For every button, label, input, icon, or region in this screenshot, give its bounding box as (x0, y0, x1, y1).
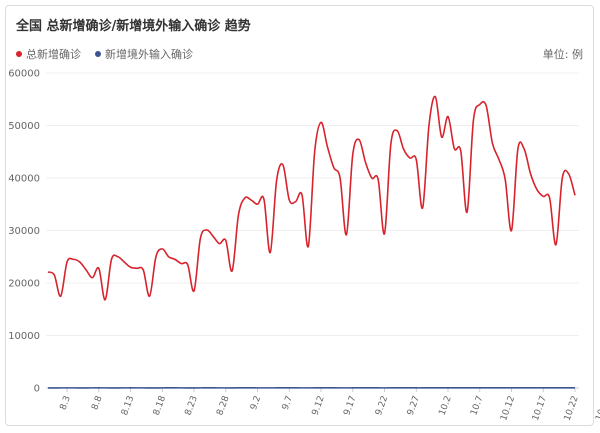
x-tick-label: 10.17 (531, 395, 549, 423)
chart-title: 全国 总新增确诊/新增境外输入确诊 趋势 (16, 19, 251, 34)
x-tick-label: 8.8 (90, 394, 104, 411)
x-tick-label: 9.27 (406, 395, 422, 417)
y-tick-label: 20000 (8, 279, 40, 290)
legend-item-total[interactable]: 总新增确诊 (16, 46, 81, 62)
unit-label: 单位: 例 (542, 48, 583, 61)
y-tick-label: 50000 (8, 121, 40, 132)
x-tick-label: 8.13 (120, 395, 136, 417)
y-tick-label: 0 (34, 384, 40, 395)
x-tick-label: 10.7 (469, 395, 485, 417)
legend-label-imported: 新增境外输入确诊 (105, 48, 193, 61)
y-tick-label: 30000 (8, 226, 40, 237)
x-tick-label: 8.18 (152, 394, 168, 417)
x-tick-label: 8.3 (59, 395, 73, 412)
series-line-total (47, 95, 576, 301)
y-tick-label: 10000 (8, 331, 40, 342)
x-tick-label: 10.2 (438, 395, 454, 417)
x-tick-label: 10.22 (563, 395, 581, 423)
legend-swatch-imported (95, 51, 101, 57)
legend-item-imported[interactable]: 新增境外输入确诊 (95, 46, 193, 62)
x-tick-label: 9.2 (249, 395, 263, 412)
x-tick-label: 10.12 (499, 395, 517, 423)
chart-legend: 总新增确诊 新增境外输入确诊 (16, 46, 207, 62)
x-tick-label: 10.27 (594, 395, 600, 423)
chart-card: 全国 总新增确诊/新增境外输入确诊 趋势 总新增确诊 新增境外输入确诊 单位: … (5, 5, 594, 426)
y-tick-label: 60000 (8, 69, 40, 80)
x-tick-label: 9.22 (374, 395, 390, 417)
x-tick-label: 8.23 (184, 395, 200, 417)
x-tick-label: 9.17 (342, 395, 358, 417)
x-tick-label: 9.12 (311, 395, 327, 417)
legend-label-total: 总新增确诊 (26, 48, 81, 61)
x-tick-label: 9.7 (281, 395, 295, 412)
y-tick-label: 40000 (8, 174, 40, 185)
x-tick-label: 8.28 (215, 394, 231, 417)
legend-swatch-total (16, 51, 22, 57)
